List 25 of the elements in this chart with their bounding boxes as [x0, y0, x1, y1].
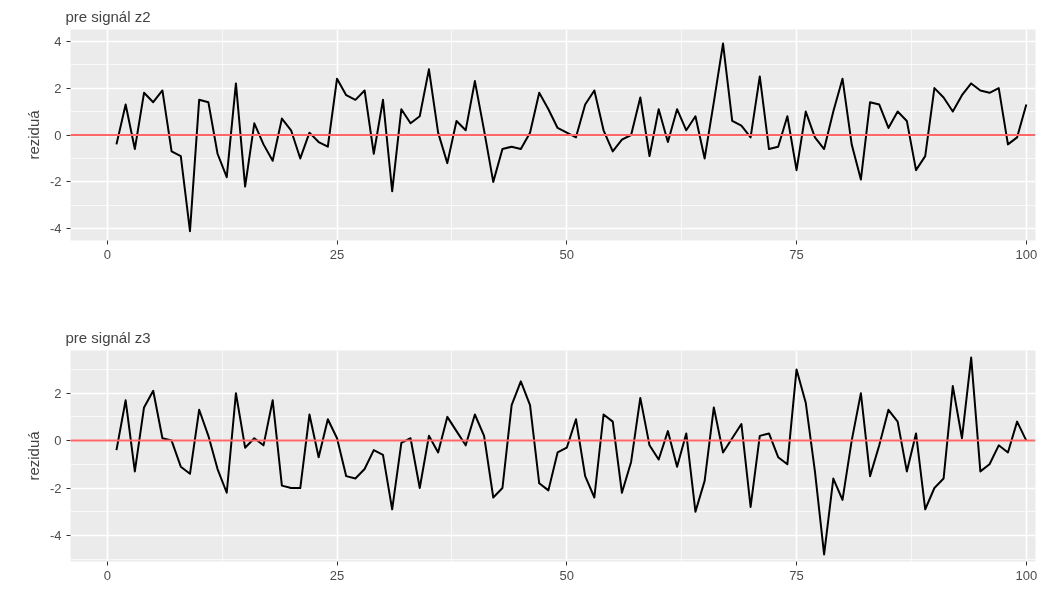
- y-axis-title: reziduá: [24, 109, 42, 160]
- chart-title: pre signál z3: [65, 328, 151, 346]
- x-tick-label: 0: [103, 246, 111, 262]
- x-tick-label: 100: [1015, 567, 1038, 583]
- line-series: [115, 356, 1028, 556]
- x-tick-label: 0: [103, 567, 111, 583]
- y-tick-label: -2: [49, 480, 62, 496]
- y-tick-label: -2: [49, 174, 62, 190]
- x-tick-label: 25: [329, 246, 345, 262]
- y-tick-label: 2: [54, 80, 62, 96]
- x-tick-label: 50: [559, 567, 575, 583]
- y-tick-label: -4: [49, 221, 62, 237]
- y-tick-label: 0: [54, 433, 62, 449]
- x-tick-label: 75: [789, 567, 804, 583]
- line-series: [115, 42, 1028, 233]
- y-tick-label: 4: [54, 33, 62, 49]
- chart-title: pre signál z2: [65, 7, 151, 25]
- y-tick-label: 2: [54, 385, 62, 401]
- y-axis-title: reziduá: [24, 430, 42, 481]
- x-tick-label: 25: [329, 567, 345, 583]
- y-tick-label: -4: [49, 527, 62, 543]
- x-tick-label: 100: [1015, 246, 1038, 262]
- x-tick-label: 75: [789, 246, 804, 262]
- x-tick-label: 50: [559, 246, 575, 262]
- y-tick-label: 0: [54, 127, 62, 143]
